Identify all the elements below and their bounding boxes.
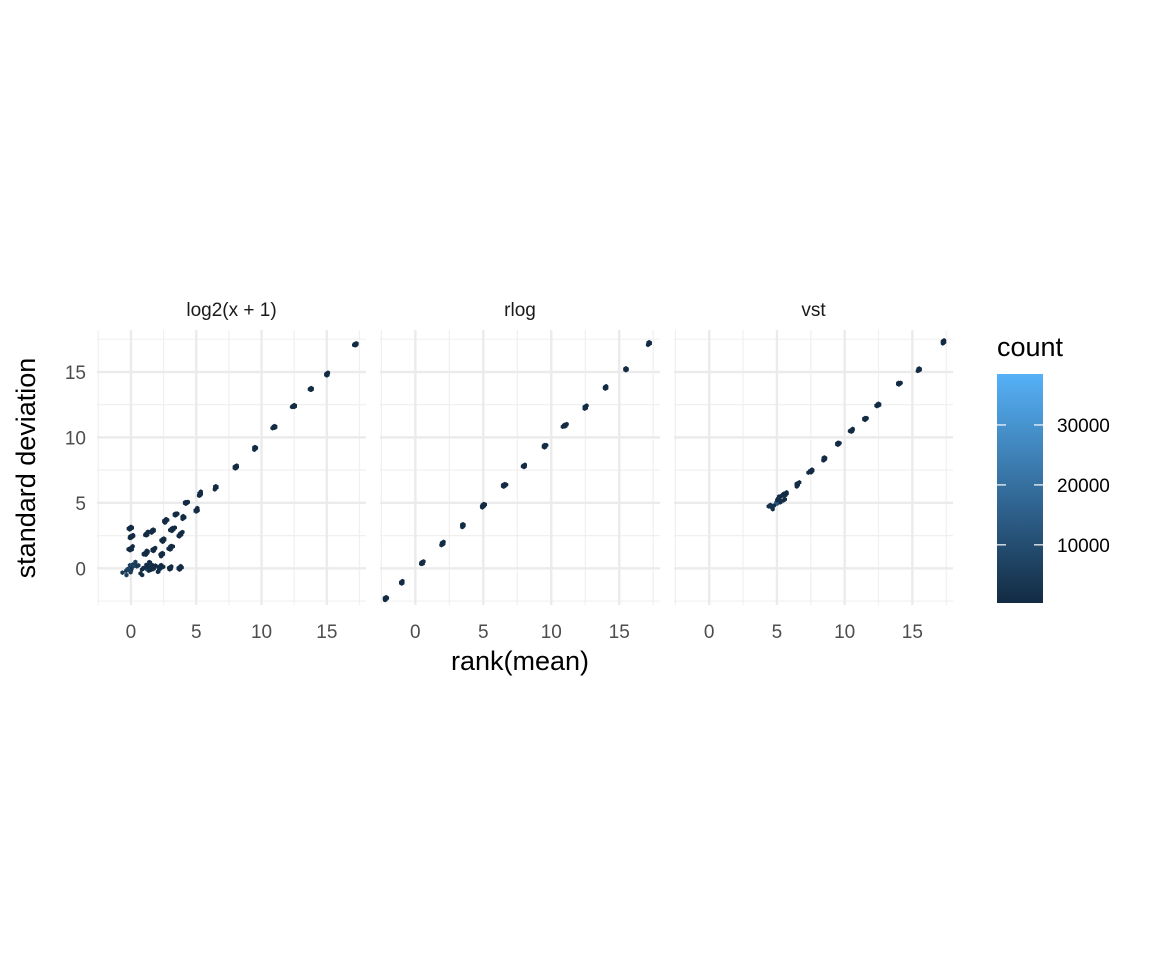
hexbin-point (193, 505, 200, 514)
hexbin-point (915, 366, 922, 374)
facet-strip-label: vst (801, 300, 826, 321)
hexbin-point (126, 524, 134, 532)
hexbin-point (289, 402, 297, 410)
hexbin-point (896, 380, 903, 387)
hexbin-point (120, 559, 141, 578)
hexbin-point (176, 529, 185, 539)
hexbin-point (940, 338, 947, 346)
facet-panel: vst 0 5 10 15 (674, 300, 953, 643)
x-axis-title: rank(mean) (451, 646, 589, 676)
x-tick-label: 5 (772, 622, 783, 643)
legend-ticks: 10000 20000 30000 (997, 416, 1110, 557)
x-tick-label: 0 (704, 622, 715, 643)
color-legend: count 10000 20000 30000 (997, 332, 1110, 603)
hexbin-point (479, 501, 487, 510)
y-axis-ticks: 0 5 10 15 (65, 363, 86, 580)
hexbin-point (141, 548, 150, 558)
hexbin-point (307, 385, 314, 393)
hexbin-point (399, 578, 405, 586)
x-tick-label: 15 (902, 622, 923, 643)
y-axis-title: standard deviation (11, 358, 41, 579)
hexbin-point (212, 483, 219, 492)
y-tick-label: 10 (65, 428, 86, 449)
hexbin-point (127, 532, 136, 541)
hexbin-point (196, 489, 203, 498)
hexbin-point (382, 594, 390, 603)
hexbin-point (766, 494, 787, 512)
hexbin-point (182, 499, 190, 507)
hexbin-point (150, 545, 158, 554)
legend-tick-label: 30000 (1057, 416, 1110, 437)
x-tick-label: 0 (126, 622, 137, 643)
hexbin-point (180, 513, 187, 522)
hexbin-point (167, 564, 174, 572)
hexbin-point (270, 423, 278, 431)
hexbin-point (874, 401, 882, 409)
hexbin-point (166, 543, 175, 552)
x-tick-label: 10 (251, 622, 272, 643)
y-tick-label: 15 (65, 363, 86, 384)
hexbin-point (847, 426, 855, 434)
hexbin-point (794, 480, 802, 489)
x-tick-label: 15 (316, 622, 337, 643)
hexbin-point (143, 529, 151, 538)
hexbin-point (560, 421, 569, 430)
hexbin-point (352, 341, 359, 348)
y-tick-label: 5 (75, 494, 86, 515)
hexbin-point (582, 403, 589, 411)
hexbin-point (324, 370, 331, 378)
hexbin-point (126, 543, 135, 553)
legend-tick-label: 20000 (1057, 476, 1110, 497)
y-tick-label: 0 (75, 559, 86, 580)
hexbin-point (176, 563, 184, 572)
hexbin-point (419, 559, 426, 567)
x-tick-label: 15 (609, 622, 630, 643)
hexbin-point (168, 525, 177, 534)
facet-strip-label: log2(x + 1) (186, 300, 276, 321)
x-tick-label: 0 (410, 622, 421, 643)
facet-strip-label: rlog (504, 300, 536, 321)
facet-panels: log2(x + 1) 0 5 10 15 rlog 0 5 10 15 vst 0 5 10 15 0 5 10… (65, 300, 953, 643)
hexbin-point (158, 550, 166, 559)
hexbin-point (862, 415, 869, 423)
facet-panel: rlog 0 5 10 15 (380, 300, 660, 643)
hexbin-point (148, 563, 158, 573)
hexbin-point (149, 527, 156, 535)
hexbin-point (159, 536, 167, 544)
x-tick-label: 5 (191, 622, 202, 643)
hexbin-point (232, 463, 239, 471)
hexbin-point (806, 467, 815, 475)
hexbin-point (623, 366, 629, 373)
hexbin-point (821, 455, 828, 463)
legend-tick-label: 10000 (1057, 536, 1110, 557)
legend-colorbar (997, 374, 1043, 603)
legend-title: count (997, 332, 1064, 362)
x-tick-label: 10 (541, 622, 562, 643)
hexbin-point (602, 383, 609, 391)
x-tick-label: 5 (478, 622, 489, 643)
hexbin-point (439, 539, 446, 548)
hexbin-point (172, 511, 180, 518)
hexbin-point (779, 490, 789, 499)
hexbin-point (500, 481, 509, 489)
hexbin-point (252, 444, 259, 453)
hexbin-point (541, 442, 549, 450)
hexbin-point (520, 462, 527, 470)
hexbin-point (162, 516, 170, 525)
facet-panel: log2(x + 1) 0 5 10 15 (97, 300, 366, 643)
hexbin-point (138, 559, 155, 578)
hexbin-point (645, 339, 652, 348)
hexbin-point (155, 562, 166, 575)
hexbin-point (835, 440, 842, 448)
hexbin-point (460, 521, 466, 530)
x-tick-label: 10 (834, 622, 855, 643)
